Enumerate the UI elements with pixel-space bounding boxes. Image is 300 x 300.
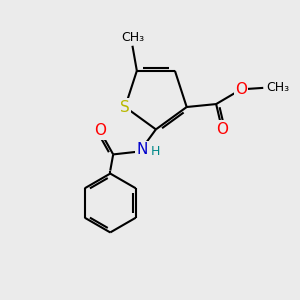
- Text: CH₃: CH₃: [121, 31, 144, 44]
- Text: O: O: [216, 122, 228, 136]
- Text: S: S: [120, 100, 130, 115]
- Text: H: H: [151, 145, 160, 158]
- Text: O: O: [94, 123, 106, 138]
- Text: CH₃: CH₃: [266, 81, 289, 94]
- Text: O: O: [235, 82, 247, 97]
- Text: N: N: [136, 142, 148, 158]
